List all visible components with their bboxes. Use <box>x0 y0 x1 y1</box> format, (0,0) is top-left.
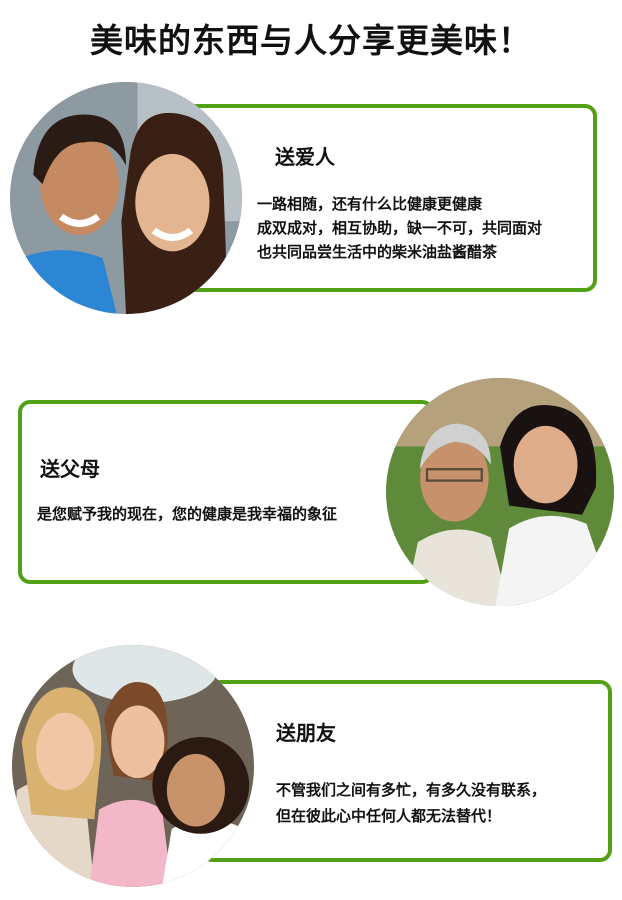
parents-photo <box>386 378 614 606</box>
section-text-line: 一路相随，还有什么比健康更健康 <box>257 195 483 213</box>
section-text-line: 成双成对，相互协助，缺一不可，共同面对 <box>257 219 543 237</box>
section-title-friends: 送朋友 <box>276 721 336 745</box>
section-text-line: 是您赋予我的现在，您的健康是我幸福的象征 <box>37 505 338 523</box>
section-title-lover: 送爱人 <box>275 145 335 169</box>
section-card-parents: 送父母 是您赋予我的现在，您的健康是我幸福的象征 <box>18 400 434 584</box>
section-card-lover: 送爱人 一路相随，还有什么比健康更健康 成双成对，相互协助，缺一不可，共同面对 … <box>175 104 597 292</box>
page-headline: 美味的东西与人分享更美味！ <box>90 21 532 60</box>
couple-photo <box>10 82 242 314</box>
section-text-line: 不管我们之间有多忙，有多久没有联系， <box>276 781 547 799</box>
section-card-friends: 送朋友 不管我们之间有多忙，有多久没有联系， 但在彼此心中任何人都无法替代！ <box>200 680 612 862</box>
section-title-parents: 送父母 <box>40 457 100 481</box>
section-text-line: 但在彼此心中任何人都无法替代！ <box>276 807 502 825</box>
friends-photo <box>12 645 254 887</box>
section-text-line: 也共同品尝生活中的柴米油盐酱醋茶 <box>257 243 498 261</box>
